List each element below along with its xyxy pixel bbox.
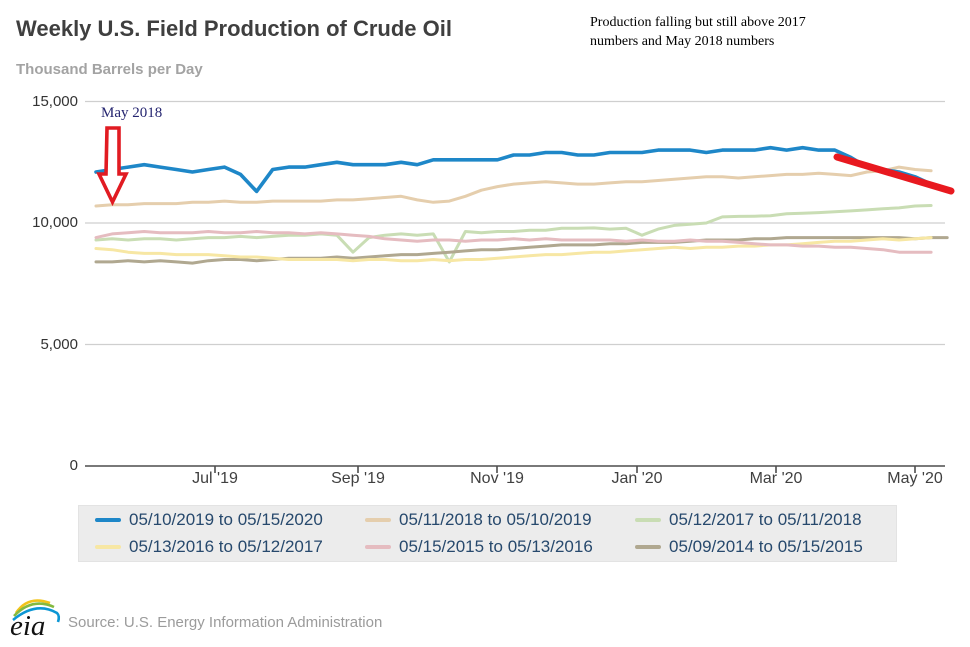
analyst-note-line1: Production falling but still above 2017: [590, 15, 806, 30]
x-tick-jul19: Jul '19: [192, 470, 238, 487]
series-line-05-15-2015-to-05-13-2016: [94, 230, 933, 254]
legend-swatch-pink: [365, 545, 391, 549]
x-tick-jan20: Jan '20: [611, 470, 663, 487]
analyst-note-line2: numbers and May 2018 numbers: [590, 34, 775, 49]
legend-swatch-blue: [95, 518, 121, 522]
series-lines: [94, 145, 950, 265]
legend-label: 05/11/2018 to 05/10/2019: [399, 510, 592, 529]
chart-units-subtitle: Thousand Barrels per Day: [16, 61, 203, 78]
x-tick-may20: May '20: [887, 470, 943, 487]
legend-label: 05/10/2019 to 05/15/2020: [129, 510, 323, 529]
series-line-05-12-2017-to-05-11-2018: [94, 204, 933, 264]
series-line-05-10-2019-to-05-15-2020: [94, 145, 950, 194]
may-2018-arrow-annotation: [96, 126, 129, 207]
series-line-05-11-2018-to-05-10-2019: [94, 165, 933, 208]
chart-title: Weekly U.S. Field Production of Crude Oi…: [16, 16, 452, 41]
x-tick-sep19: Sep '19: [331, 470, 385, 487]
x-axis-tick-marks: [214, 466, 916, 473]
eia-logo-blue-arc: [12, 607, 61, 623]
may-2018-label: May 2018: [101, 105, 163, 121]
legend-item-2018-2019[interactable]: 05/11/2018 to 05/10/2019: [365, 508, 635, 532]
analyst-note: Production falling but still above 2017 …: [590, 13, 940, 51]
eia-logo-green-arc: [13, 602, 55, 617]
legend-item-2019-2020[interactable]: 05/10/2019 to 05/15/2020: [95, 508, 365, 532]
y-tick-0: 0: [69, 457, 78, 474]
y-tick-5000: 5,000: [40, 336, 78, 353]
x-tick-nov19: Nov '19: [470, 470, 524, 487]
legend-swatch-tan: [365, 518, 391, 522]
source-attribution: Source: U.S. Energy Information Administ…: [68, 614, 383, 631]
red-trend-annotation-line: [833, 153, 955, 195]
x-tick-mar20: Mar '20: [749, 470, 803, 487]
legend-swatch-green: [635, 518, 661, 522]
legend-item-2016-2017[interactable]: 05/13/2016 to 05/12/2017: [95, 535, 365, 559]
legend-label: 05/13/2016 to 05/12/2017: [129, 537, 323, 556]
legend-swatch-yellow: [95, 545, 121, 549]
eia-logo-text: eia: [10, 610, 45, 641]
eia-logo: eia: [10, 599, 61, 641]
legend-item-2017-2018[interactable]: 05/12/2017 to 05/11/2018: [635, 508, 905, 532]
legend-swatch-olive: [635, 545, 661, 549]
eia-logo-yellow-arc: [14, 599, 51, 614]
series-line-05-09-2014-to-05-15-2015: [94, 236, 949, 265]
legend-label: 05/15/2015 to 05/13/2016: [399, 537, 593, 556]
legend-box: 05/10/2019 to 05/15/2020 05/11/2018 to 0…: [78, 505, 897, 562]
legend-item-2014-2015[interactable]: 05/09/2014 to 05/15/2015: [635, 535, 905, 559]
legend-label: 05/09/2014 to 05/15/2015: [669, 537, 863, 556]
y-tick-15000: 15,000: [32, 93, 78, 110]
legend-item-2015-2016[interactable]: 05/15/2015 to 05/13/2016: [365, 535, 635, 559]
y-tick-10000: 10,000: [32, 214, 78, 231]
legend-label: 05/12/2017 to 05/11/2018: [669, 510, 862, 529]
